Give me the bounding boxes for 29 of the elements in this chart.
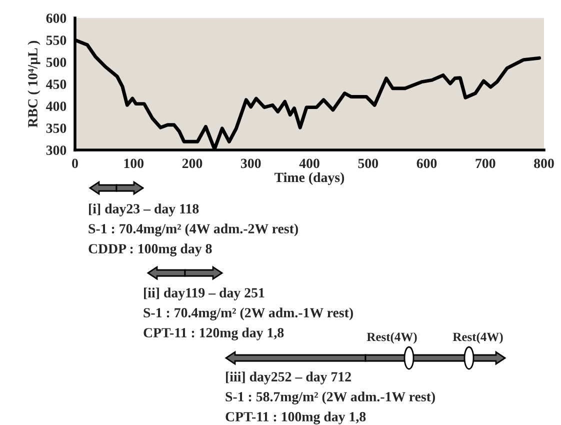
y-tick-label: 400 [46, 102, 66, 111]
x-axis-title: Time (days) [274, 172, 344, 185]
text: [iii] day252 – day 712 [226, 372, 351, 384]
x-tick-label: 500 [358, 158, 378, 168]
x-tick-label: 200 [182, 158, 202, 168]
x-tick-label: 100 [124, 158, 144, 168]
x-tick-label: 400 [299, 158, 320, 168]
x-tick-label: 800 [534, 158, 554, 168]
x-tick-label: 300 [240, 158, 261, 168]
text: CDDP : 100mg day 8 [88, 244, 212, 256]
y-tick-label: 500 [46, 58, 66, 67]
text: [i] day23 – day 118 [89, 204, 199, 216]
x-tick-label: 0 [72, 158, 78, 168]
text: Rest(4W) [366, 332, 417, 344]
text: S-1 : 70.4mg/m² (4W adm.-2W rest) [88, 224, 298, 236]
x-tick-label: 600 [416, 158, 437, 168]
text: CPT-11 : 100mg day 1,8 [226, 412, 366, 424]
y-tick-label: 600 [46, 14, 66, 23]
y-tick-label: 350 [46, 124, 66, 133]
text: CPT-11 : 120mg day 1,8 [144, 328, 284, 340]
y-tick-label: 450 [46, 80, 66, 89]
text: S-1 : 70.4mg/m² (2W adm.-1W rest) [144, 308, 353, 320]
y-tick-label: 300 [46, 146, 66, 155]
x-tick-label: 700 [476, 158, 496, 168]
text: [ii] day119 – day 251 [144, 288, 264, 300]
y-axis-title: RBC ( 10⁴/µL ) [28, 40, 40, 128]
text: S-1 : 58.7mg/m² (2W adm.-1W rest) [226, 392, 435, 404]
text: Rest(4W) [452, 332, 503, 344]
y-tick-label: 550 [46, 36, 66, 45]
